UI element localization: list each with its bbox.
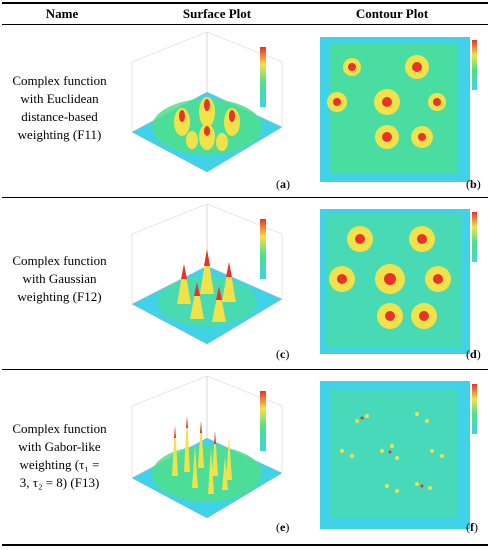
row1-name-line4: weighting (F11): [17, 127, 102, 142]
row3-name-line1: Complex function: [12, 421, 107, 436]
header-contour: Contour Plot: [355, 6, 429, 21]
surface-plot-f12: [122, 204, 292, 364]
peaks: [327, 55, 446, 149]
label-a: (a): [276, 177, 290, 191]
row-rule-1: [2, 197, 488, 198]
row1-name-line1: Complex function: [12, 73, 107, 88]
row2-name: Complex function with Gaussian weighting…: [2, 252, 117, 306]
row2-name-line1: Complex function: [12, 253, 107, 268]
row3-name: Complex function with Gabor-like weighti…: [2, 420, 117, 492]
row3-name-line3: weighting (τ₁ =: [19, 457, 100, 472]
row3-name-line4: 3, τ₂ = 8) (F13): [19, 475, 100, 490]
surface-plot-f11: [122, 32, 292, 192]
label-b: (b): [466, 177, 481, 191]
bottom-rule: [2, 544, 488, 546]
row2-name-line3: weighting (F12): [17, 289, 102, 304]
label-d: (d): [466, 347, 481, 361]
row1-name: Complex function with Euclidean distance…: [2, 72, 117, 144]
contour-plot-f13: [312, 376, 482, 538]
row2-name-line2: with Gaussian: [22, 271, 97, 286]
top-rule: [2, 2, 488, 4]
header-surface: Surface Plot: [182, 6, 252, 21]
row1-name-line3: distance-based: [21, 109, 98, 124]
row1-name-line2: with Euclidean: [20, 91, 99, 106]
surface-plot-f13: [122, 376, 292, 538]
contour-plot-f11: [312, 32, 482, 192]
contour-plot-f12: [312, 204, 482, 364]
label-e: (e): [276, 520, 290, 534]
label-f: (f): [466, 520, 478, 534]
row-rule-2: [2, 369, 488, 370]
header-name: Name: [45, 6, 79, 21]
header-rule: [2, 24, 488, 25]
row3-name-line2: with Gabor-like: [18, 439, 101, 454]
label-c: (c): [276, 347, 290, 361]
